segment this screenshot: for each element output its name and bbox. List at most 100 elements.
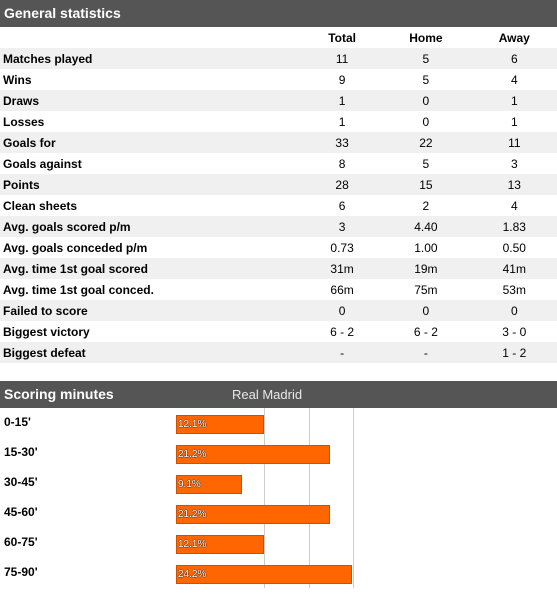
table-row: Goals for 33 22 11	[0, 132, 557, 153]
cell-home: 75m	[414, 282, 438, 297]
scoring-interval-label: 75-90'	[4, 565, 38, 579]
cell-away: 4	[510, 198, 518, 213]
row-label: Avg. time 1st goal scored	[3, 261, 148, 276]
cell-away: 1.83	[502, 219, 526, 234]
scoring-row: 15-30' 21.2%	[0, 438, 557, 468]
scoring-interval-label: 45-60'	[4, 505, 38, 519]
cell-away: 4	[510, 72, 518, 87]
cell-home: 0	[422, 93, 430, 108]
cell-home: 22	[419, 135, 433, 150]
table-row: Draws 1 0 1	[0, 90, 557, 111]
cell-total: 0.73	[330, 240, 354, 255]
column-header-home: Home	[409, 30, 443, 45]
table-row: Goals against 8 5 3	[0, 153, 557, 174]
row-label: Biggest defeat	[3, 345, 86, 360]
scoring-bar	[176, 415, 264, 434]
cell-away: 41m	[502, 261, 526, 276]
scoring-bar	[176, 475, 242, 494]
scoring-minutes-chart: 0-15' 12.1% 15-30' 21.2% 30-45' 9.1% 45-60' 21.…	[0, 408, 557, 588]
scoring-minutes-header: Scoring minutes Real Madrid	[0, 381, 557, 408]
cell-home: 1.00	[414, 240, 438, 255]
grid-line	[309, 408, 310, 588]
scoring-row: 0-15' 12.1%	[0, 408, 557, 438]
table-row: Failed to score 0 0 0	[0, 300, 557, 321]
cell-total: 3	[338, 219, 346, 234]
scoring-interval-label: 30-45'	[4, 475, 38, 489]
table-row: Matches played 11 5 6	[0, 48, 557, 69]
row-label: Clean sheets	[3, 198, 78, 213]
cell-home: 5	[422, 51, 430, 66]
table-row: Avg. time 1st goal scored 31m 19m 41m	[0, 258, 557, 279]
team-name: Real Madrid	[232, 387, 303, 402]
scoring-interval-label: 0-15'	[4, 415, 31, 429]
row-label: Avg. goals conceded p/m	[3, 240, 148, 255]
scoring-interval-label: 15-30'	[4, 445, 38, 459]
cell-total: 28	[335, 177, 349, 192]
scoring-bar	[176, 535, 264, 554]
cell-home: 6 - 2	[413, 324, 438, 339]
scoring-row: 75-90' 24.2%	[0, 558, 557, 588]
scoring-row: 60-75' 12.1%	[0, 528, 557, 558]
column-header-away: Away	[498, 30, 530, 45]
table-row: Biggest defeat - - 1 - 2	[0, 342, 557, 363]
scoring-bar	[176, 445, 330, 464]
cell-total: 1	[338, 93, 346, 108]
general-statistics-title: General statistics	[4, 5, 121, 21]
cell-total: 6 - 2	[330, 324, 355, 339]
table-row: Avg. goals scored p/m 3 4.40 1.83	[0, 216, 557, 237]
general-statistics-table: Total Home Away Matches played 11 5 6 Wins 9 5…	[0, 27, 557, 363]
column-header-total: Total	[328, 30, 356, 45]
scoring-bar	[176, 505, 330, 524]
cell-home: 0	[422, 303, 430, 318]
table-header-row: Total Home Away	[0, 27, 557, 48]
scoring-row: 45-60' 21.2%	[0, 498, 557, 528]
cell-away: 1	[510, 93, 518, 108]
scoring-bar-value: 21.2%	[178, 509, 207, 520]
cell-total: 33	[335, 135, 349, 150]
cell-total: 1	[338, 114, 346, 129]
cell-home: -	[423, 345, 428, 360]
table-row: Avg. goals conceded p/m 0.73 1.00 0.50	[0, 237, 557, 258]
grid-line	[264, 408, 265, 588]
cell-home: 5	[422, 156, 430, 171]
cell-away: 3 - 0	[502, 324, 527, 339]
cell-home: 2	[422, 198, 430, 213]
row-label: Points	[3, 177, 40, 192]
scoring-bar	[176, 565, 352, 584]
table-row: Biggest victory 6 - 2 6 - 2 3 - 0	[0, 321, 557, 342]
row-label: Goals for	[3, 135, 56, 150]
cell-away: 0.50	[502, 240, 526, 255]
cell-home: 15	[419, 177, 433, 192]
cell-away: 0	[510, 303, 518, 318]
cell-home: 4.40	[414, 219, 438, 234]
row-label: Losses	[3, 114, 45, 129]
row-label: Wins	[3, 72, 32, 87]
scoring-row: 30-45' 9.1%	[0, 468, 557, 498]
cell-total: 66m	[330, 282, 354, 297]
cell-home: 19m	[414, 261, 438, 276]
cell-total: 0	[338, 303, 346, 318]
cell-away: 6	[510, 51, 518, 66]
cell-home: 5	[422, 72, 430, 87]
row-label: Biggest victory	[3, 324, 90, 339]
cell-away: 1	[510, 114, 518, 129]
row-label: Failed to score	[3, 303, 88, 318]
row-label: Avg. time 1st goal conced.	[3, 282, 154, 297]
cell-home: 0	[422, 114, 430, 129]
cell-total: 11	[335, 51, 349, 66]
scoring-bar-value: 12.1%	[178, 419, 207, 430]
cell-away: 11	[508, 135, 521, 150]
row-label: Avg. goals scored p/m	[3, 219, 131, 234]
cell-away: 13	[507, 177, 521, 192]
scoring-minutes-title: Scoring minutes	[4, 386, 114, 402]
cell-total: 8	[338, 156, 346, 171]
general-statistics-header: General statistics	[0, 0, 557, 27]
scoring-bar-value: 21.2%	[178, 449, 207, 460]
table-row: Points 28 15 13	[0, 174, 557, 195]
table-row: Avg. time 1st goal conced. 66m 75m 53m	[0, 279, 557, 300]
cell-away: 1 - 2	[502, 345, 527, 360]
row-label: Matches played	[3, 51, 93, 66]
row-label: Draws	[3, 93, 40, 108]
grid-line	[353, 408, 354, 588]
scoring-bar-value: 12.1%	[178, 539, 207, 550]
